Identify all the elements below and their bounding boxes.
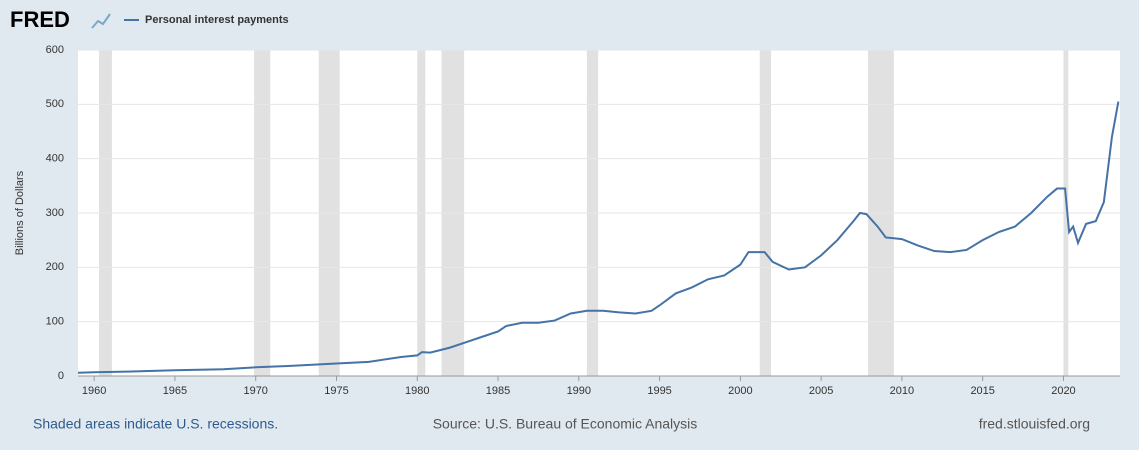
x-tick-label: 1985 — [486, 385, 510, 397]
x-tick-label: 1975 — [324, 385, 348, 397]
y-tick-label: 0 — [58, 370, 64, 382]
x-tick-label: 1980 — [405, 385, 429, 397]
y-tick-label: 200 — [46, 261, 64, 273]
recession-note: Shaded areas indicate U.S. recessions. — [33, 416, 278, 432]
logo: FRED — [10, 7, 70, 32]
source: Source: U.S. Bureau of Economic Analysis — [433, 416, 698, 432]
x-tick-label: 2005 — [809, 385, 833, 397]
x-tick-label: 1970 — [243, 385, 267, 397]
y-tick-label: 400 — [46, 153, 64, 165]
y-tick-label: 300 — [46, 207, 64, 219]
y-tick-label: 500 — [46, 98, 64, 110]
legend-label: Personal interest payments — [145, 14, 289, 26]
series-line — [77, 101, 1120, 374]
x-tick-label: 2020 — [1051, 385, 1075, 397]
x-tick-label: 1965 — [163, 385, 187, 397]
y-tick-label: 600 — [46, 44, 64, 56]
x-tick-label: 2010 — [890, 385, 914, 397]
x-tick-label: 1995 — [647, 385, 671, 397]
x-tick-label: 1990 — [567, 385, 591, 397]
x-tick-label: 2000 — [728, 385, 752, 397]
site: fred.stlouisfed.org — [979, 416, 1090, 432]
y-axis-label: Billions of Dollars — [14, 170, 26, 255]
x-tick-label: 2015 — [970, 385, 994, 397]
logo-icon — [91, 13, 111, 29]
x-tick-label: 1960 — [82, 385, 106, 397]
y-tick-label: 100 — [46, 316, 64, 328]
